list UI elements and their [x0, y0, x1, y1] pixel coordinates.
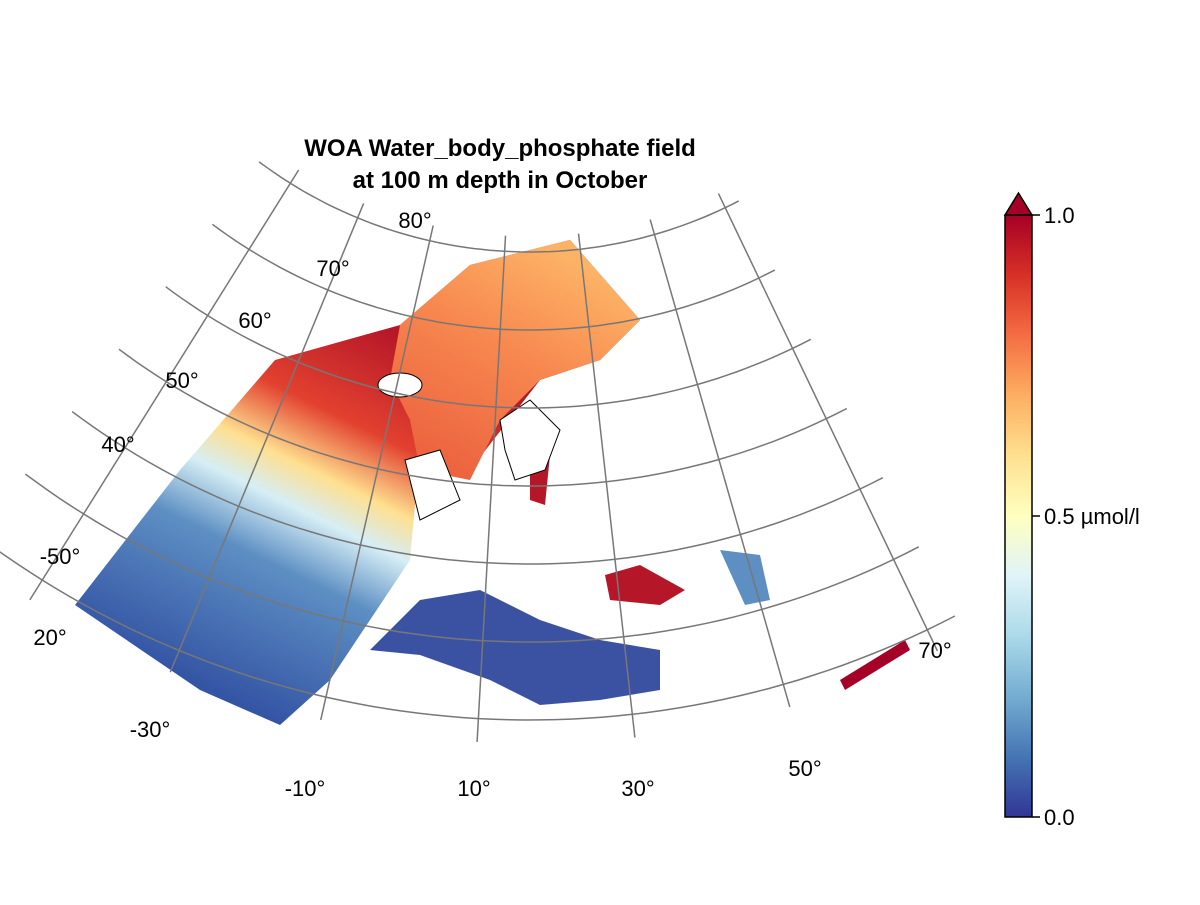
title-line: WOA Water_body_phosphate field — [304, 135, 696, 162]
title-line: at 100 m depth in October — [353, 167, 648, 194]
parallel-label: 50° — [165, 368, 198, 393]
meridian — [577, 233, 636, 738]
data-field — [75, 240, 910, 725]
meridian-label: -50° — [40, 544, 81, 569]
parallel-label: 80° — [398, 208, 431, 233]
meridian-label: 30° — [621, 776, 654, 801]
colorbar-tick-label: 0.0 — [1044, 805, 1075, 830]
colorbar: 0.0 0.5 µmol/l 1.0 — [1003, 191, 1140, 830]
colorbar-scale — [1004, 214, 1033, 818]
meridian-label: 70° — [918, 638, 951, 663]
meridian-label: -30° — [130, 717, 171, 742]
parallel — [0, 551, 956, 721]
parallel — [118, 348, 848, 487]
parallel — [24, 473, 920, 643]
parallel-label: 40° — [101, 432, 134, 457]
meridian — [476, 235, 507, 742]
meridian-label: -10° — [285, 776, 326, 801]
meridian — [717, 193, 939, 652]
colorbar-tick-label: 1.0 — [1044, 203, 1075, 228]
meridian-label: 50° — [788, 756, 821, 781]
colorbar-extend — [1003, 191, 1034, 216]
meridian — [29, 169, 300, 601]
meridian — [169, 203, 365, 673]
parallel-label: 70° — [316, 256, 349, 281]
meridian-label: 10° — [457, 776, 490, 801]
parallel — [165, 286, 812, 409]
parallel — [71, 410, 884, 565]
colorbar-tick-label: 0.5 µmol/l — [1044, 504, 1140, 529]
meridian — [649, 219, 791, 708]
graticule — [0, 161, 956, 742]
meridian — [320, 225, 434, 721]
parallel — [211, 223, 776, 331]
parallel — [258, 161, 740, 253]
parallel-label: 60° — [238, 308, 271, 333]
parallel-label: 20° — [33, 625, 66, 650]
